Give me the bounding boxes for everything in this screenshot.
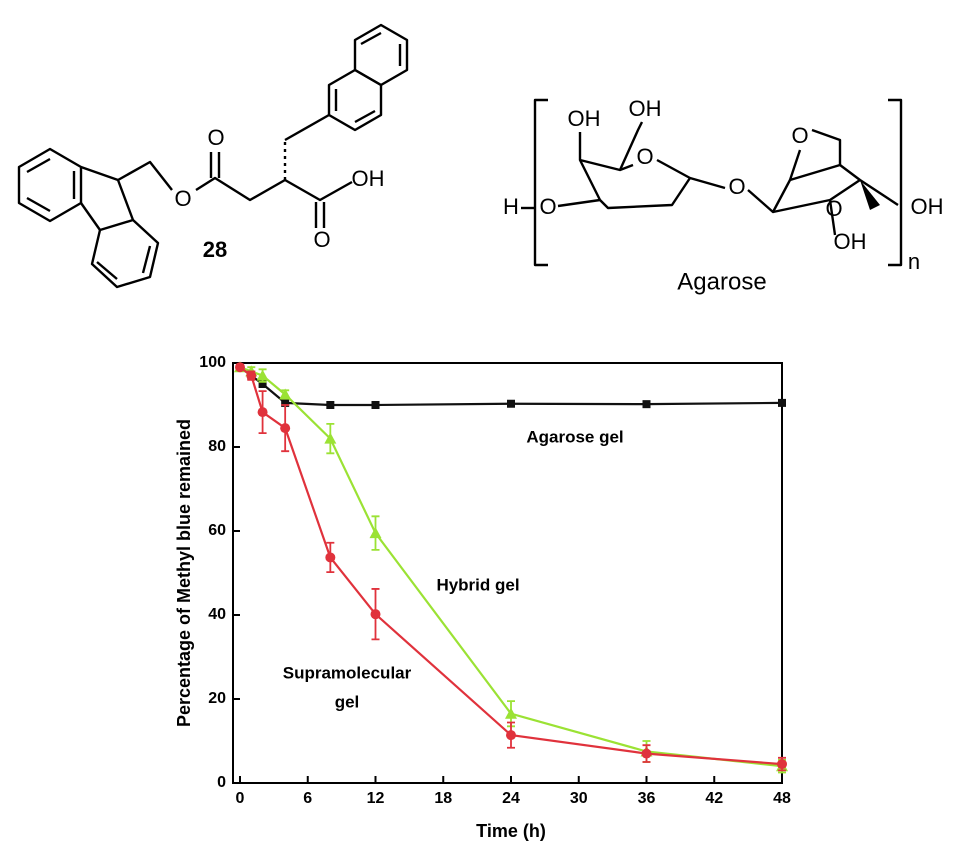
data-point <box>371 401 380 409</box>
atom-label: OH <box>911 194 944 219</box>
x-tick-label: 6 <box>303 790 312 807</box>
x-tick-label: 36 <box>638 790 656 807</box>
y-tick-label: 60 <box>208 522 226 539</box>
annotation: gel <box>335 692 360 711</box>
x-tick-label: 0 <box>236 790 245 807</box>
data-point <box>506 730 516 741</box>
data-point <box>279 388 292 400</box>
x-axis-label: Time (h) <box>476 821 546 841</box>
atom-label: OH <box>834 229 867 254</box>
data-point <box>778 398 786 407</box>
annotation: Hybrid gel <box>436 575 519 594</box>
atom-label: O <box>313 227 330 252</box>
atom-label: n <box>908 249 920 274</box>
series-line <box>239 366 783 407</box>
data-point <box>641 748 652 759</box>
atom-label: O <box>791 123 808 148</box>
data-point <box>246 370 257 381</box>
data-point <box>507 399 515 408</box>
atom-label: O <box>825 196 842 221</box>
data-point <box>326 401 335 409</box>
annotation: Supramolecular <box>283 663 412 682</box>
data-point <box>325 552 336 563</box>
data-point <box>256 369 269 381</box>
x-tick-label: 24 <box>502 790 520 807</box>
data-point <box>777 759 787 770</box>
data-point <box>505 707 517 719</box>
atom-label: OH <box>629 96 662 121</box>
x-tick-label: 48 <box>773 790 791 807</box>
compound-28-structure <box>17 23 409 289</box>
atom-label: OH <box>352 166 385 191</box>
data-point <box>324 432 337 444</box>
atom-label: O <box>636 144 653 169</box>
x-tick-label: 18 <box>434 790 452 807</box>
annotation: Agarose gel <box>526 427 623 446</box>
y-tick-label: 40 <box>208 606 226 623</box>
y-tick-label: 0 <box>217 774 226 791</box>
data-point <box>369 527 382 539</box>
y-axis-label: Percentage of Methyl blue remained <box>174 419 194 727</box>
atom-label: O <box>539 194 556 219</box>
x-tick-label: 42 <box>705 790 723 807</box>
compound-number: 28 <box>203 237 227 262</box>
agarose-structure <box>521 98 903 267</box>
atom-label: H <box>503 194 519 219</box>
plot-frame <box>232 362 783 784</box>
y-tick-label: 20 <box>208 690 226 707</box>
data-point <box>281 398 290 407</box>
y-tick-label: 100 <box>199 354 226 371</box>
atom-label: O <box>174 186 191 211</box>
data-point <box>258 380 267 388</box>
atom-label: OH <box>568 106 601 131</box>
data-point <box>280 423 291 434</box>
x-tick-label: 30 <box>570 790 588 807</box>
data-point <box>370 609 381 620</box>
atom-label: O <box>728 174 745 199</box>
x-tick-label: 12 <box>367 790 385 807</box>
structure-name: Agarose <box>677 268 766 295</box>
data-point <box>257 407 268 418</box>
data-point <box>235 362 245 373</box>
data-point <box>642 400 651 409</box>
atom-label: O <box>207 125 224 150</box>
y-tick-label: 80 <box>208 438 226 455</box>
